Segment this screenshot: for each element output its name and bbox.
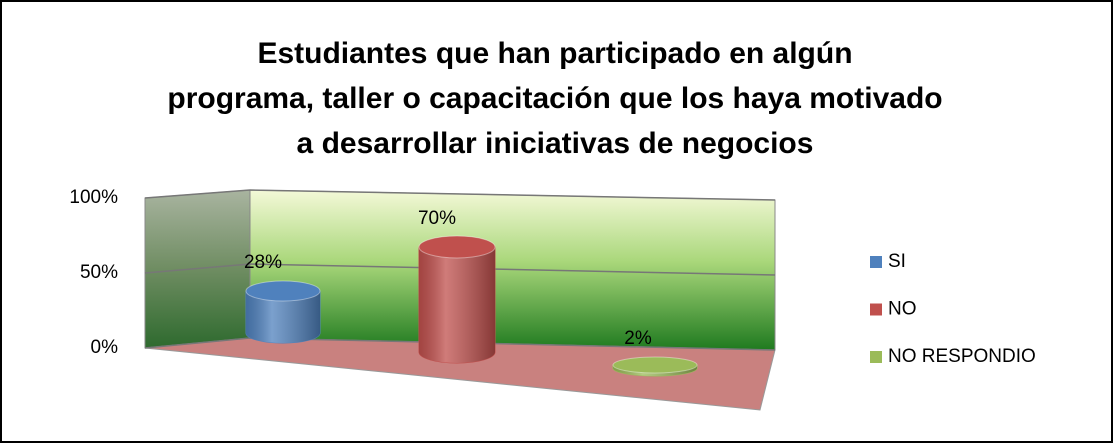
data-label: 70% — [418, 208, 456, 229]
cylinder-top — [245, 280, 321, 302]
cylinder-shade — [419, 247, 495, 363]
legend-label: NO RESPONDIO — [888, 346, 1036, 367]
plot: 0% 50% 100% 28% SI 70% NO 2% NO RESPONDIO — [69, 187, 1036, 377]
chart-title: Estudiantes que han participado en algún… — [167, 37, 942, 160]
cylinder-shade — [246, 291, 320, 343]
grid-line — [144, 189, 776, 201]
y-tick-label: 100% — [69, 187, 118, 208]
grid-line — [144, 263, 776, 276]
data-label: 2% — [624, 328, 652, 349]
legend-swatch — [870, 351, 882, 363]
legend-label: SI — [888, 251, 906, 272]
legend-label: NO — [888, 299, 917, 320]
y-tick-label: 50% — [80, 262, 118, 283]
cylinder-top — [612, 356, 698, 374]
legend-swatch — [870, 303, 882, 316]
cylinder-top — [418, 235, 496, 259]
y-tick-label: 0% — [91, 337, 119, 358]
data-label: 28% — [244, 252, 282, 273]
legend-swatch — [870, 256, 882, 268]
